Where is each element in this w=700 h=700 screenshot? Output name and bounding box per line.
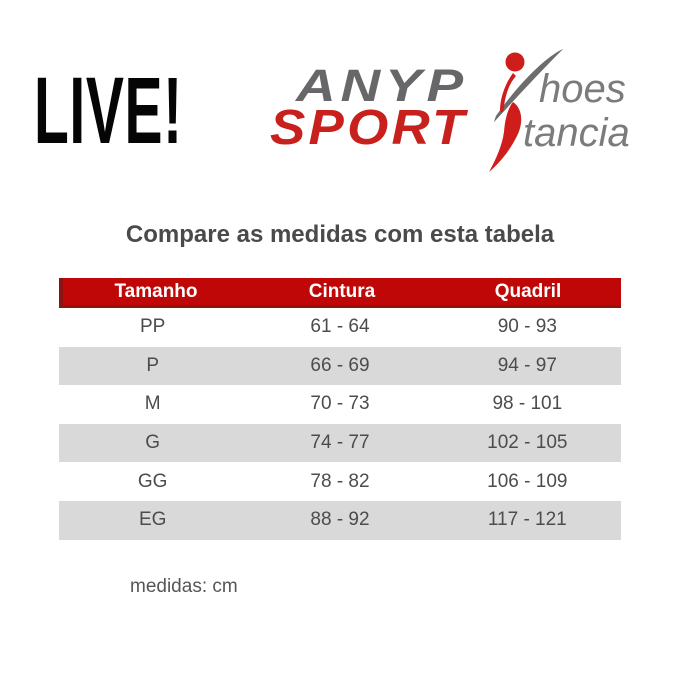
cell-cintura: 66 - 69 (310, 354, 370, 376)
cell-quadril: 98 - 101 (492, 393, 563, 415)
cell-tamanho: G (145, 432, 161, 454)
table-row: EG 88 - 92 117 - 121 (59, 500, 621, 540)
column-header-cintura: Cintura (308, 280, 376, 302)
size-table: Tamanho Cintura Quadril PP 61 - 64 90 - … (59, 278, 621, 540)
page-title: Compare as medidas com esta tabela (125, 221, 555, 248)
cell-tamanho: PP (139, 316, 166, 338)
cell-quadril: 106 - 109 (487, 470, 568, 492)
live-wordmark: LIVE! (34, 58, 183, 164)
logo-word-sport: SPORT (270, 101, 468, 155)
cell-quadril: 90 - 93 (497, 316, 557, 338)
cell-cintura: 74 - 77 (310, 432, 370, 454)
cell-quadril: 94 - 97 (497, 354, 557, 376)
cell-cintura: 70 - 73 (310, 393, 370, 415)
cell-tamanho: P (146, 354, 159, 376)
column-header-tamanho: Tamanho (114, 280, 198, 302)
table-row: M 70 - 73 98 - 101 (59, 385, 621, 424)
logo-word-tancia: tancia (523, 111, 630, 155)
cell-cintura: 88 - 92 (310, 509, 370, 531)
table-row: G 74 - 77 102 - 105 (59, 423, 621, 463)
column-header-quadril: Quadril (494, 280, 562, 302)
runner-icon (489, 49, 563, 172)
cell-tamanho: EG (138, 509, 167, 531)
cell-quadril: 117 - 121 (487, 509, 567, 531)
table-row: P 66 - 69 94 - 97 (59, 346, 621, 386)
cell-tamanho: GG (137, 470, 168, 492)
size-table-header-row: Tamanho Cintura Quadril (59, 278, 621, 308)
table-row: PP 61 - 64 90 - 93 (59, 308, 621, 347)
cell-quadril: 102 - 105 (487, 432, 568, 454)
cell-tamanho: M (144, 393, 161, 415)
logo-word-anyp: ANYP (296, 60, 469, 111)
table-row: GG 78 - 82 106 - 109 (59, 462, 621, 501)
cell-cintura: 78 - 82 (310, 470, 370, 492)
logo-word-hoes: hoes (539, 67, 626, 111)
cell-cintura: 61 - 64 (310, 316, 370, 338)
units-note: medidas: cm (130, 576, 238, 597)
